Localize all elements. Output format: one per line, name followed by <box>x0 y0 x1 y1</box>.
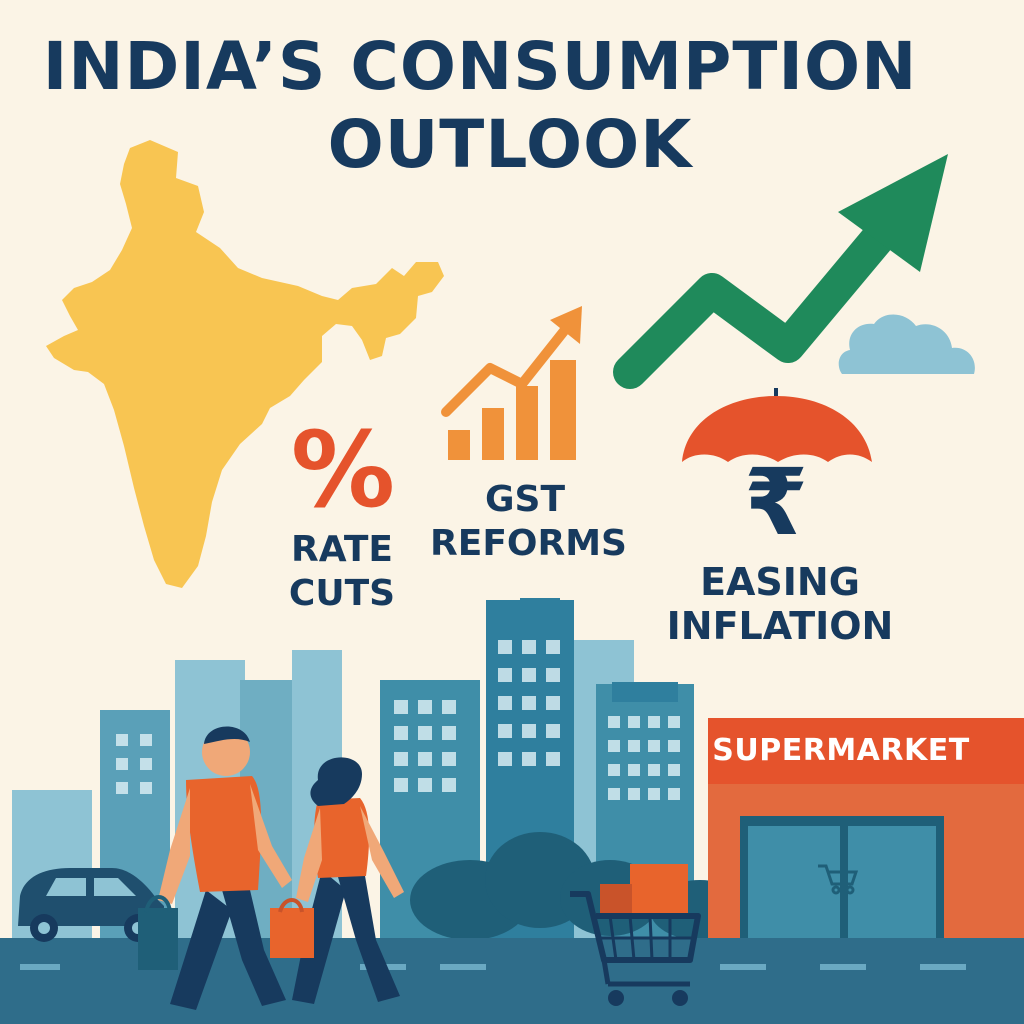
gst-reforms-label: GST REFORMS <box>430 478 627 566</box>
cloud-icon <box>838 314 975 374</box>
supermarket-building <box>708 718 1024 940</box>
city-skyline <box>12 598 694 940</box>
easing-inflation-label: EASING INFLATION <box>660 560 900 648</box>
cart-sign-icon <box>818 864 859 895</box>
woman-shopper-icon <box>270 757 404 1004</box>
rate-cuts-line-2: CUTS <box>288 573 396 614</box>
supermarket-sign: SUPERMARKET <box>712 733 970 768</box>
growth-arrowhead-icon <box>838 154 948 272</box>
title-line-1: INDIA’S CONSUMPTION <box>42 28 918 105</box>
rate-cuts-line-1: RATE <box>291 529 393 570</box>
umbrella-icon <box>682 388 872 462</box>
page-title: INDIA’S CONSUMPTION OUTLOOK <box>0 28 960 184</box>
rate-cuts-label: RATE CUTS <box>272 528 412 616</box>
percent-icon: % <box>290 409 396 531</box>
bar-chart-arrow-icon <box>441 306 582 460</box>
shopping-cart-icon <box>570 864 701 1006</box>
rupee-icon: ₹ <box>743 449 808 556</box>
man-shopper-icon <box>138 726 292 1010</box>
gst-reforms-line-1: GST <box>484 479 566 520</box>
title-line-2: OUTLOOK <box>327 106 693 183</box>
growth-trend-icon <box>613 195 917 389</box>
easing-inflation-line-2: INFLATION <box>666 604 894 648</box>
easing-inflation-line-1: EASING <box>700 560 860 604</box>
india-map-icon <box>46 140 444 588</box>
gst-reforms-line-2: REFORMS <box>430 523 627 564</box>
